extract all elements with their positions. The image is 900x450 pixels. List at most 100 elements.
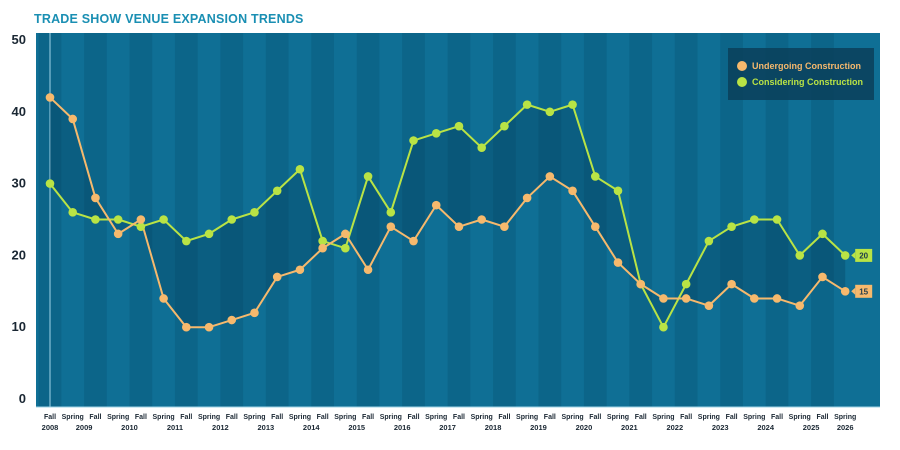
undergoing-construction-point xyxy=(113,229,123,239)
considering-end-label-box xyxy=(855,248,873,262)
x-year-label: 2013 xyxy=(257,423,274,432)
legend-marker xyxy=(737,61,747,71)
x-season-label: Spring xyxy=(425,414,447,421)
considering-construction-point xyxy=(272,186,282,196)
x-season-label: Fall xyxy=(317,414,329,421)
undergoing-construction-point xyxy=(409,236,418,246)
undergoing-construction-point xyxy=(159,294,168,303)
x-season-label: Spring xyxy=(834,414,856,421)
considering-end-label: 20 xyxy=(859,251,868,260)
x-season-label: Spring xyxy=(698,414,720,421)
considering-construction-point xyxy=(681,279,691,289)
x-season-label: Spring xyxy=(516,414,538,421)
column-band xyxy=(720,33,743,407)
undergoing-construction-point xyxy=(250,308,259,318)
considering-construction-point xyxy=(545,107,555,117)
considering-construction-point xyxy=(45,179,55,188)
considering-construction-point xyxy=(659,322,668,332)
considering-construction-line xyxy=(49,103,846,329)
x-year-label: 2025 xyxy=(803,423,820,432)
x-season-label: Fall xyxy=(453,414,465,421)
undergoing-construction-point xyxy=(659,294,668,303)
column-band xyxy=(583,33,607,407)
x-season-label: Fall xyxy=(271,414,283,421)
x-season-label: Fall xyxy=(89,414,101,421)
x-season-label: Spring xyxy=(652,414,674,421)
considering-construction-point xyxy=(159,215,168,224)
between-series-fill xyxy=(50,97,846,328)
undergoing-construction-point xyxy=(386,222,396,231)
considering-construction-point xyxy=(840,251,850,260)
undergoing-construction-point xyxy=(750,294,759,303)
undergoing-construction-point xyxy=(182,322,191,332)
x-season-label: Fall xyxy=(180,414,192,421)
considering-construction-point xyxy=(795,251,805,260)
column-band xyxy=(356,33,380,407)
considering-construction-point xyxy=(500,121,509,131)
undergoing-construction-point xyxy=(704,301,714,310)
undergoing-construction-line xyxy=(49,96,846,329)
x-season-label: Spring xyxy=(380,414,402,421)
x-year-label: 2012 xyxy=(212,423,229,432)
x-season-label: Fall xyxy=(726,414,738,421)
undergoing-construction-point xyxy=(227,315,237,325)
column-band xyxy=(447,33,471,407)
x-year-label: 2010 xyxy=(121,423,138,432)
x-year-label: 2021 xyxy=(621,423,638,432)
y-tick-label: 10 xyxy=(12,319,26,334)
x-season-label: Spring xyxy=(243,414,265,421)
x-season-label: Spring xyxy=(289,414,311,421)
undergoing-construction-point xyxy=(818,272,827,282)
undergoing-construction-point xyxy=(545,172,555,181)
x-year-label: 2022 xyxy=(666,423,683,432)
legend-marker xyxy=(737,77,747,87)
considering-construction-point xyxy=(91,215,100,224)
column-band xyxy=(811,33,834,407)
considering-construction-point xyxy=(341,243,350,253)
undergoing-construction-point xyxy=(45,93,55,102)
x-season-label: Fall xyxy=(771,414,783,421)
undergoing-construction-point xyxy=(272,272,282,282)
undergoing-construction-point xyxy=(840,287,850,296)
undergoing-construction-point xyxy=(613,258,623,267)
undergoing-construction-point xyxy=(795,301,805,310)
x-season-label: Spring xyxy=(471,414,493,421)
legend-box xyxy=(728,48,874,100)
x-season-label: Fall xyxy=(135,414,147,421)
considering-construction-point xyxy=(454,121,464,131)
undergoing-construction-point xyxy=(590,222,600,231)
considering-construction-point xyxy=(182,236,191,246)
undergoing-construction-point xyxy=(318,243,327,253)
undergoing-construction-point xyxy=(772,294,782,303)
undergoing-construction-point xyxy=(363,265,373,275)
column-band xyxy=(402,33,425,407)
column-band xyxy=(174,33,198,407)
x-season-label: Spring xyxy=(107,414,129,421)
undergoing-end-label-box xyxy=(855,284,873,298)
x-year-label: 2009 xyxy=(76,423,93,432)
considering-construction-point xyxy=(409,136,418,145)
considering-construction-point xyxy=(568,100,577,109)
x-year-label: 2014 xyxy=(303,423,321,432)
x-year-label: 2018 xyxy=(485,423,502,432)
series-points xyxy=(45,93,850,332)
x-season-label: Fall xyxy=(544,414,556,421)
column-band xyxy=(538,33,562,407)
considering-construction-point xyxy=(477,143,486,152)
x-season-label: Fall xyxy=(44,414,56,421)
x-year-label: 2015 xyxy=(348,423,365,432)
considering-end-label-pointer xyxy=(851,251,856,259)
x-year-label: 2019 xyxy=(530,423,547,432)
x-season-label: Fall xyxy=(362,414,374,421)
x-season-label: Spring xyxy=(789,414,811,421)
considering-construction-point xyxy=(704,236,714,246)
x-season-label: Spring xyxy=(607,414,629,421)
x-season-label: Fall xyxy=(226,414,238,421)
legend: Undergoing Construction Considering Const… xyxy=(728,48,874,100)
considering-construction-point xyxy=(522,100,532,109)
x-season-label: Spring xyxy=(153,414,175,421)
y-tick-label: 40 xyxy=(12,104,26,119)
undergoing-construction-point xyxy=(681,294,691,303)
considering-construction-point xyxy=(204,229,214,239)
